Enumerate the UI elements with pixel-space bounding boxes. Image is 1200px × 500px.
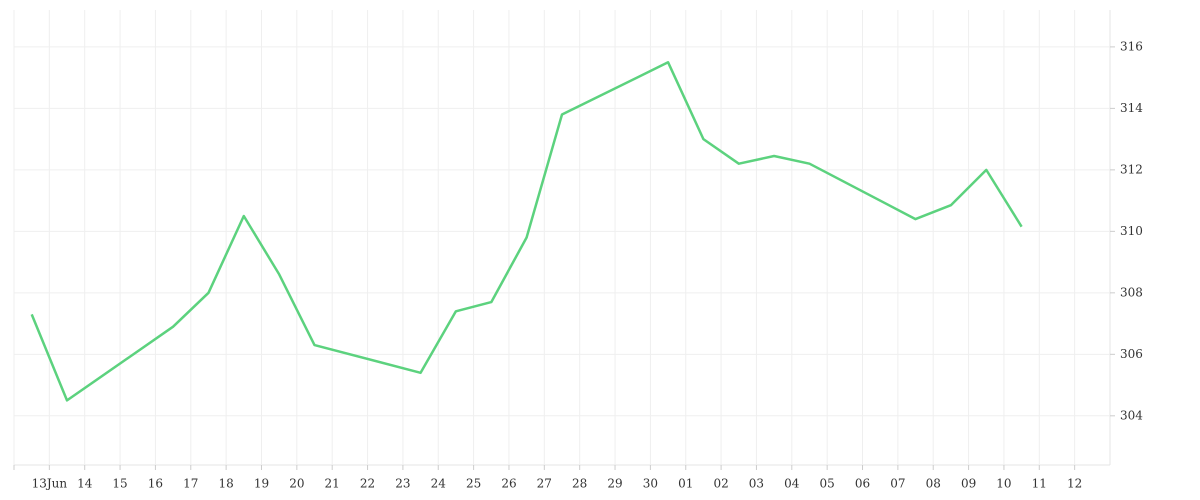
x-tick-label: 08 xyxy=(926,477,941,491)
y-tick-label: 308 xyxy=(1120,285,1143,299)
x-tick-label: 23 xyxy=(395,477,410,491)
price-line xyxy=(30,61,1023,402)
x-tick-label: 06 xyxy=(855,477,870,491)
x-tick-label: 16 xyxy=(148,477,163,491)
x-tick-label: 13Jun xyxy=(32,477,68,491)
x-tick-label: 30 xyxy=(643,477,658,491)
x-tick-label: 01 xyxy=(678,477,693,491)
x-tick-label: 24 xyxy=(431,477,447,491)
x-tick-label: 26 xyxy=(501,477,516,491)
x-tick-label: 05 xyxy=(820,477,835,491)
x-tick-label: 19 xyxy=(254,477,269,491)
x-tick-label: 09 xyxy=(961,477,976,491)
x-tick-label: 22 xyxy=(360,477,375,491)
x-tick-label: 20 xyxy=(289,477,304,491)
x-tick-label: 14 xyxy=(77,477,93,491)
y-tick-label: 316 xyxy=(1120,39,1143,53)
y-tick-label: 306 xyxy=(1120,347,1143,361)
x-tick-label: 10 xyxy=(996,477,1011,491)
x-tick-label: 29 xyxy=(607,477,622,491)
x-tick-label: 21 xyxy=(325,477,340,491)
x-tick-label: 02 xyxy=(713,477,728,491)
x-tick-label: 04 xyxy=(784,477,800,491)
x-tick-label: 03 xyxy=(749,477,764,491)
x-tick-label: 28 xyxy=(572,477,587,491)
x-tick-label: 25 xyxy=(466,477,481,491)
x-tick-label: 27 xyxy=(537,477,552,491)
x-tick-label: 17 xyxy=(183,477,198,491)
x-tick-label: 11 xyxy=(1032,477,1047,491)
y-tick-label: 314 xyxy=(1120,101,1143,115)
x-tick-label: 18 xyxy=(218,477,233,491)
y-tick-label: 312 xyxy=(1120,162,1143,176)
y-tick-label: 304 xyxy=(1120,408,1143,422)
y-tick-label: 310 xyxy=(1120,224,1143,238)
x-tick-label: 12 xyxy=(1067,477,1082,491)
x-tick-label: 15 xyxy=(112,477,127,491)
x-tick-label: 07 xyxy=(890,477,905,491)
